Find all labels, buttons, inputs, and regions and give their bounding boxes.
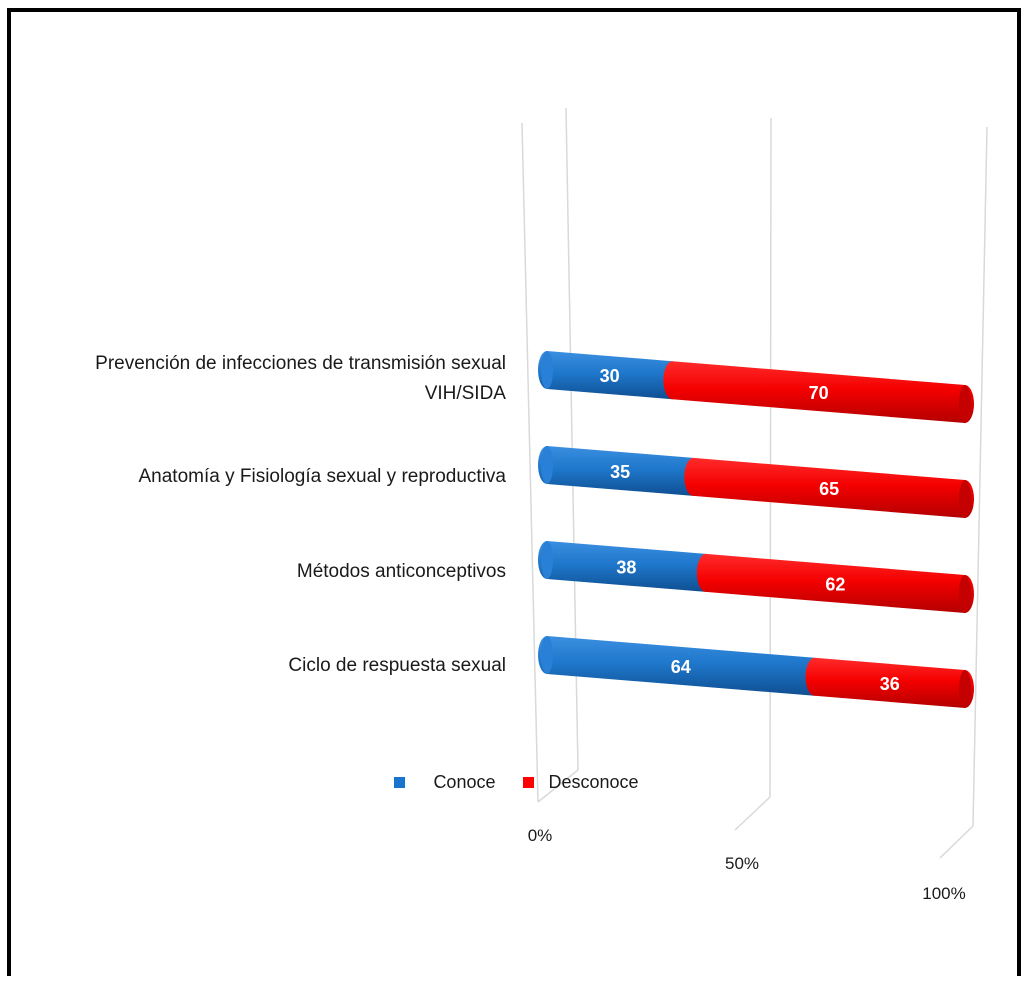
category-label-0: Prevención de infecciones de transmisión… [95, 353, 506, 374]
data-label-desconoce-3: 36 [880, 674, 900, 694]
bar-conoce-3 [538, 636, 824, 696]
category-labels: Prevención de infecciones de transmisión… [95, 353, 506, 676]
floor-gridline [939, 825, 974, 859]
bar-cap-start-3 [541, 636, 553, 674]
bar-cap-start-2 [541, 541, 553, 579]
category-label-1: Anatomía y Fisiología sexual y reproduct… [138, 466, 506, 487]
bar-cap-end-1 [959, 480, 971, 518]
bar-conoce-1 [538, 446, 703, 496]
bar-cap-end-0 [959, 385, 971, 423]
data-label-conoce-3: 64 [671, 657, 691, 677]
data-label-desconoce-0: 70 [809, 383, 829, 403]
bar-desconoce-0 [663, 361, 974, 423]
category-label-0: VIH/SIDA [425, 383, 507, 404]
bar-desconoce-3 [805, 657, 974, 708]
legend-swatch-desconoce [523, 776, 535, 788]
bar-cap-start-1 [541, 446, 553, 484]
bar-desconoce-1 [684, 457, 974, 518]
bar-cap-end-3 [959, 670, 971, 708]
data-label-desconoce-1: 65 [819, 479, 839, 499]
gridline-50 [769, 117, 772, 798]
gridline-0 [521, 122, 539, 803]
bar-conoce-0 [538, 351, 682, 400]
legend-label-desconoce: Desconoce [548, 771, 639, 792]
floor-gridline [537, 769, 579, 803]
bar-cap-end-2 [959, 575, 971, 613]
x-tick-label: 0% [528, 826, 553, 845]
legend-item-desconoce: Desconoce [523, 771, 639, 793]
bar-cap-start-0 [541, 351, 553, 389]
x-tick-label: 100% [922, 884, 965, 903]
legend-swatch-conoce [394, 776, 406, 788]
category-label-3: Ciclo de respuesta sexual [288, 655, 506, 676]
category-label-2: Métodos anticonceptivos [297, 561, 506, 582]
gridline-100 [972, 126, 988, 827]
bars: 30 70 35 65 38 62 64 36 [538, 351, 974, 708]
data-label-conoce-0: 30 [600, 366, 620, 386]
x-tick-label: 50% [725, 854, 759, 873]
legend-item-conoce: Conoce [394, 772, 495, 793]
legend-label-conoce: Conoce [433, 771, 496, 792]
bar-desconoce-2 [696, 553, 974, 613]
axis-tick-labels: 0% 50% 100% [528, 826, 966, 903]
data-label-conoce-1: 35 [610, 462, 630, 482]
data-label-conoce-2: 38 [616, 557, 636, 577]
bar-conoce-2 [538, 541, 715, 592]
legend: Conoce Desconoce [0, 770, 1033, 794]
floor-gridline [734, 796, 771, 831]
data-label-desconoce-2: 62 [825, 574, 845, 594]
